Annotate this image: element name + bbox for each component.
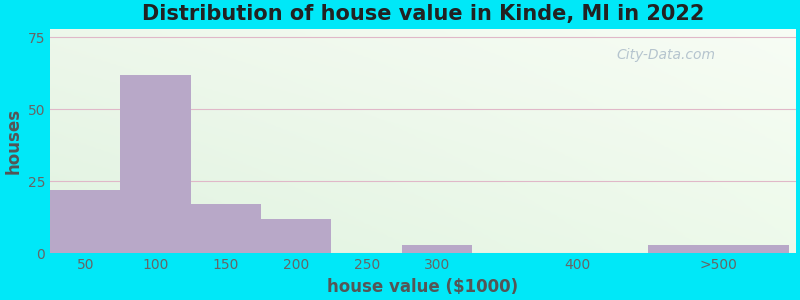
Bar: [121, 75, 190, 254]
Bar: [50, 190, 121, 254]
Bar: [402, 245, 472, 254]
X-axis label: house value ($1000): house value ($1000): [327, 278, 518, 296]
Bar: [261, 219, 331, 254]
Bar: [190, 204, 261, 254]
Bar: [648, 245, 789, 254]
Title: Distribution of house value in Kinde, MI in 2022: Distribution of house value in Kinde, MI…: [142, 4, 704, 24]
Y-axis label: houses: houses: [4, 108, 22, 174]
Text: City-Data.com: City-Data.com: [617, 49, 716, 62]
